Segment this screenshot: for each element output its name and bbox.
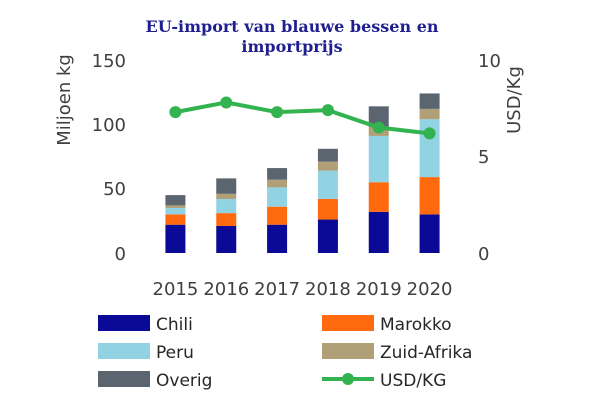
bar-segment-zuid-afrika-2016	[216, 193, 237, 199]
y2-tick-label: 5	[478, 147, 489, 168]
legend-label-overig: Overig	[156, 371, 212, 391]
bar-segment-peru-2017	[267, 187, 288, 207]
usd-price-point-2018	[321, 104, 334, 117]
bar-segment-chili-2016	[216, 225, 237, 253]
y2-tick-label: 10	[478, 51, 501, 72]
legend-swatch-overig	[98, 371, 150, 387]
legend-swatch-peru	[98, 343, 150, 359]
usd-price-point-2017	[271, 106, 284, 119]
legend-marker-usd	[342, 373, 354, 385]
bars-layer	[165, 93, 440, 253]
bar-segment-zuid-afrika-2015	[165, 205, 186, 208]
bar-segment-zuid-afrika-2017	[267, 179, 288, 188]
price-line-layer	[169, 96, 436, 140]
y-tick-label: 150	[92, 51, 126, 72]
bar-segment-marokko-2016	[216, 213, 237, 226]
bar-segment-zuid-afrika-2020	[419, 108, 440, 120]
bar-segment-peru-2016	[216, 198, 237, 214]
bar-segment-overig-2020	[419, 93, 440, 109]
y2-axis-title: USD/Kg	[504, 66, 525, 134]
bar-segment-overig-2019	[368, 106, 389, 127]
chart-title-line-1: EU-import van blauwe bessen en	[146, 17, 439, 36]
x-tick-label: 2020	[407, 279, 453, 300]
usd-price-point-2019	[372, 121, 385, 134]
legend-label-chili: Chili	[156, 315, 193, 335]
bar-segment-chili-2018	[317, 219, 338, 253]
x-tick-label: 2016	[203, 279, 249, 300]
legend-label-peru: Peru	[156, 343, 194, 363]
bar-segment-overig-2016	[216, 178, 237, 194]
x-tick-label: 2018	[305, 279, 351, 300]
bar-segment-chili-2017	[267, 224, 288, 253]
y-tick-label: 50	[103, 179, 126, 200]
bar-segment-chili-2019	[368, 211, 389, 253]
bar-segment-peru-2019	[368, 135, 389, 183]
legend: Chili Marokko Peru Zuid-Afrika Overig US…	[98, 315, 472, 391]
legend-swatch-marokko	[322, 315, 374, 331]
bar-segment-chili-2015	[165, 224, 186, 253]
bar-segment-marokko-2020	[419, 177, 440, 215]
x-tick-labels: 2015 2016 2017 2018 2019 2020	[153, 279, 453, 300]
bar-segment-peru-2015	[165, 207, 186, 215]
x-tick-label: 2017	[254, 279, 300, 300]
bar-segment-marokko-2015	[165, 214, 186, 225]
legend-swatch-zuid-afrika	[322, 343, 374, 359]
bar-segment-chili-2020	[419, 214, 440, 253]
y-tick-label: 0	[115, 244, 126, 265]
y-axis-title: Miljoen kg	[54, 54, 75, 146]
legend-label-zuid-afrika: Zuid-Afrika	[380, 343, 472, 363]
bar-segment-overig-2018	[317, 148, 338, 162]
bar-segment-overig-2017	[267, 168, 288, 180]
bar-segment-marokko-2018	[317, 198, 338, 220]
usd-price-line	[175, 100, 430, 136]
usd-price-point-2020	[423, 127, 436, 140]
x-tick-label: 2019	[356, 279, 402, 300]
legend-label-usd: USD/KG	[380, 371, 446, 391]
bar-segment-zuid-afrika-2018	[317, 161, 338, 171]
usd-price-point-2016	[220, 96, 233, 109]
bar-segment-overig-2015	[165, 195, 186, 206]
usd-price-point-2015	[169, 106, 182, 119]
legend-swatch-chili	[98, 315, 150, 331]
chart-title-line-2: importprijs	[241, 37, 342, 56]
bar-segment-marokko-2019	[368, 182, 389, 212]
legend-label-marokko: Marokko	[380, 315, 452, 335]
bar-segment-marokko-2017	[267, 206, 288, 225]
y2-tick-label: 0	[478, 244, 489, 265]
y-tick-label: 100	[92, 115, 126, 136]
bar-segment-peru-2018	[317, 170, 338, 199]
x-tick-label: 2015	[153, 279, 199, 300]
